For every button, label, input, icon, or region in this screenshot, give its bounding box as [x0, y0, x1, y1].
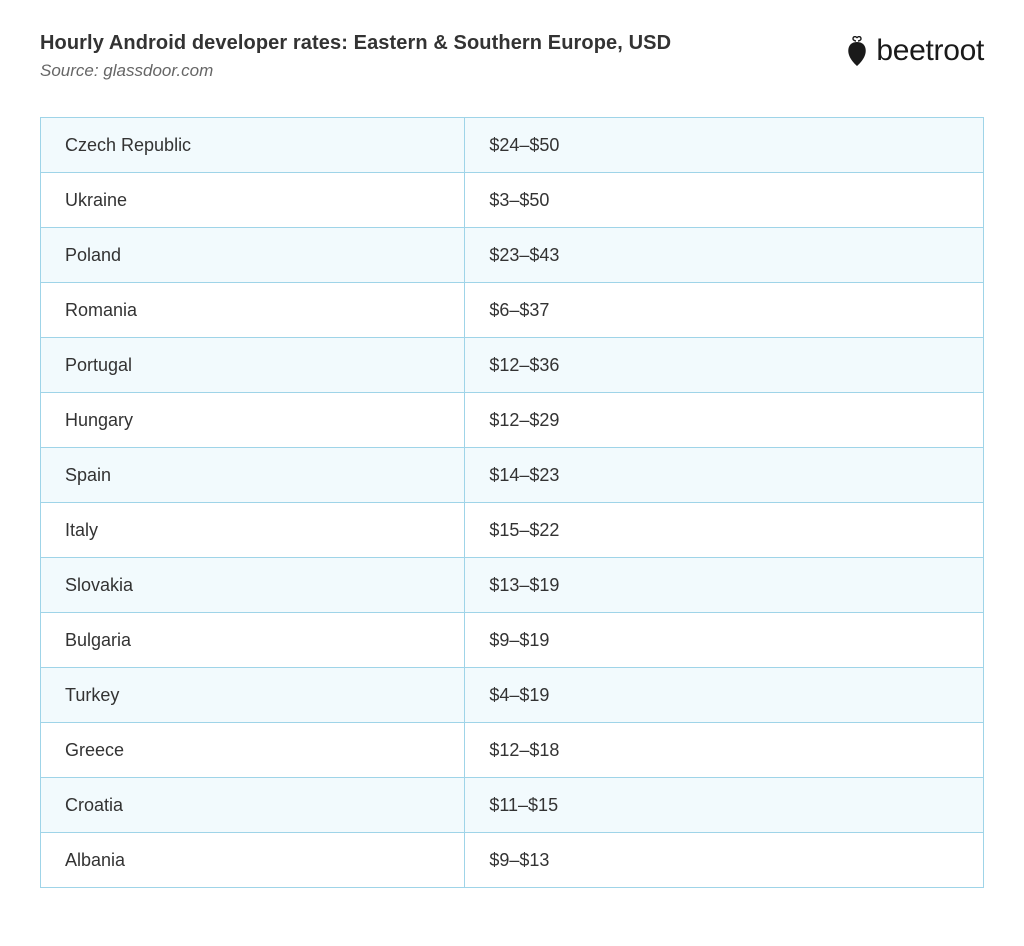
- table-row: Italy$15–$22: [41, 503, 984, 558]
- rate-cell: $23–$43: [465, 228, 984, 283]
- header: Hourly Android developer rates: Eastern …: [40, 32, 984, 81]
- brand-logo: beetroot: [844, 34, 984, 68]
- rate-cell: $12–$36: [465, 338, 984, 393]
- country-cell: Hungary: [41, 393, 465, 448]
- rate-cell: $13–$19: [465, 558, 984, 613]
- rates-table: Czech Republic$24–$50Ukraine$3–$50Poland…: [40, 117, 984, 888]
- table-row: Croatia$11–$15: [41, 778, 984, 833]
- rate-cell: $6–$37: [465, 283, 984, 338]
- source-line: Source: glassdoor.com: [40, 61, 844, 81]
- country-cell: Slovakia: [41, 558, 465, 613]
- rate-cell: $24–$50: [465, 118, 984, 173]
- rate-cell: $9–$19: [465, 613, 984, 668]
- rate-cell: $12–$18: [465, 723, 984, 778]
- table-row: Hungary$12–$29: [41, 393, 984, 448]
- table-row: Ukraine$3–$50: [41, 173, 984, 228]
- brand-name: beetroot: [876, 34, 984, 68]
- rate-cell: $3–$50: [465, 173, 984, 228]
- rate-cell: $4–$19: [465, 668, 984, 723]
- table-row: Poland$23–$43: [41, 228, 984, 283]
- table-row: Slovakia$13–$19: [41, 558, 984, 613]
- country-cell: Greece: [41, 723, 465, 778]
- country-cell: Poland: [41, 228, 465, 283]
- country-cell: Spain: [41, 448, 465, 503]
- country-cell: Italy: [41, 503, 465, 558]
- country-cell: Bulgaria: [41, 613, 465, 668]
- table-row: Czech Republic$24–$50: [41, 118, 984, 173]
- table-row: Turkey$4–$19: [41, 668, 984, 723]
- beetroot-icon: [844, 36, 870, 66]
- rate-cell: $9–$13: [465, 833, 984, 888]
- country-cell: Ukraine: [41, 173, 465, 228]
- table-row: Greece$12–$18: [41, 723, 984, 778]
- country-cell: Albania: [41, 833, 465, 888]
- table-row: Albania$9–$13: [41, 833, 984, 888]
- page-title: Hourly Android developer rates: Eastern …: [40, 32, 844, 55]
- country-cell: Portugal: [41, 338, 465, 393]
- country-cell: Croatia: [41, 778, 465, 833]
- country-cell: Turkey: [41, 668, 465, 723]
- country-cell: Czech Republic: [41, 118, 465, 173]
- table-row: Bulgaria$9–$19: [41, 613, 984, 668]
- country-cell: Romania: [41, 283, 465, 338]
- rate-cell: $15–$22: [465, 503, 984, 558]
- rate-cell: $12–$29: [465, 393, 984, 448]
- table-row: Romania$6–$37: [41, 283, 984, 338]
- table-row: Spain$14–$23: [41, 448, 984, 503]
- rate-cell: $14–$23: [465, 448, 984, 503]
- table-row: Portugal$12–$36: [41, 338, 984, 393]
- rate-cell: $11–$15: [465, 778, 984, 833]
- title-block: Hourly Android developer rates: Eastern …: [40, 32, 844, 81]
